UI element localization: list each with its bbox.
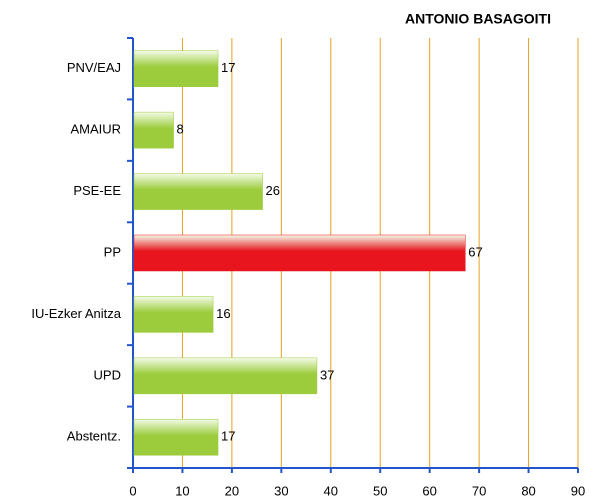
x-tick-label: 0 [129,483,136,498]
y-tick-label: PP [104,244,121,259]
data-label: 17 [221,429,235,444]
y-tick-label: AMAIUR [70,122,121,137]
bar [133,296,214,333]
data-label: 16 [216,306,230,321]
y-tick-label: PSE-EE [73,183,121,198]
y-tick-label: PNV/EAJ [67,60,121,75]
y-tick-label: UPD [94,367,121,382]
x-tick-label: 40 [324,483,338,498]
x-tick-label: 70 [472,483,486,498]
bar [133,419,219,456]
y-tick-label: IU-Ezker Anitza [31,306,121,321]
y-tick-label: Abstentz. [67,429,121,444]
bar [133,234,466,272]
bar [133,111,174,149]
x-tick-label: 80 [521,483,535,498]
data-label: 37 [320,367,334,382]
x-tick-label: 10 [175,483,189,498]
data-label: 17 [221,60,235,75]
chart-title: ANTONIO BASAGOITI [405,11,551,27]
bar [133,357,318,395]
x-tick-label: 90 [571,483,585,498]
data-label: 67 [468,244,482,259]
x-tick-label: 60 [422,483,436,498]
x-tick-label: 20 [225,483,239,498]
x-tick-label: 50 [373,483,387,498]
data-label: 8 [177,122,184,137]
bar [133,50,219,87]
x-tick-label: 30 [274,483,288,498]
data-label: 26 [266,183,280,198]
bar [133,173,263,210]
